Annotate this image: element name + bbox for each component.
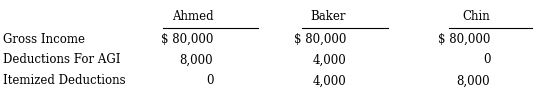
Text: 0: 0 bbox=[483, 53, 490, 66]
Text: $ 80,000: $ 80,000 bbox=[294, 33, 346, 46]
Text: 8,000: 8,000 bbox=[179, 53, 213, 66]
Text: $ 80,000: $ 80,000 bbox=[161, 33, 213, 46]
Text: 0: 0 bbox=[206, 74, 213, 87]
Text: Deductions For AGI: Deductions For AGI bbox=[3, 53, 120, 66]
Text: Baker: Baker bbox=[311, 10, 346, 23]
Text: Chin: Chin bbox=[463, 10, 490, 23]
Text: Ahmed: Ahmed bbox=[172, 10, 213, 23]
Text: Gross Income: Gross Income bbox=[3, 33, 85, 46]
Text: Itemized Deductions: Itemized Deductions bbox=[3, 74, 125, 87]
Text: 4,000: 4,000 bbox=[312, 53, 346, 66]
Text: 8,000: 8,000 bbox=[456, 74, 490, 87]
Text: $ 80,000: $ 80,000 bbox=[438, 33, 490, 46]
Text: 4,000: 4,000 bbox=[312, 74, 346, 87]
